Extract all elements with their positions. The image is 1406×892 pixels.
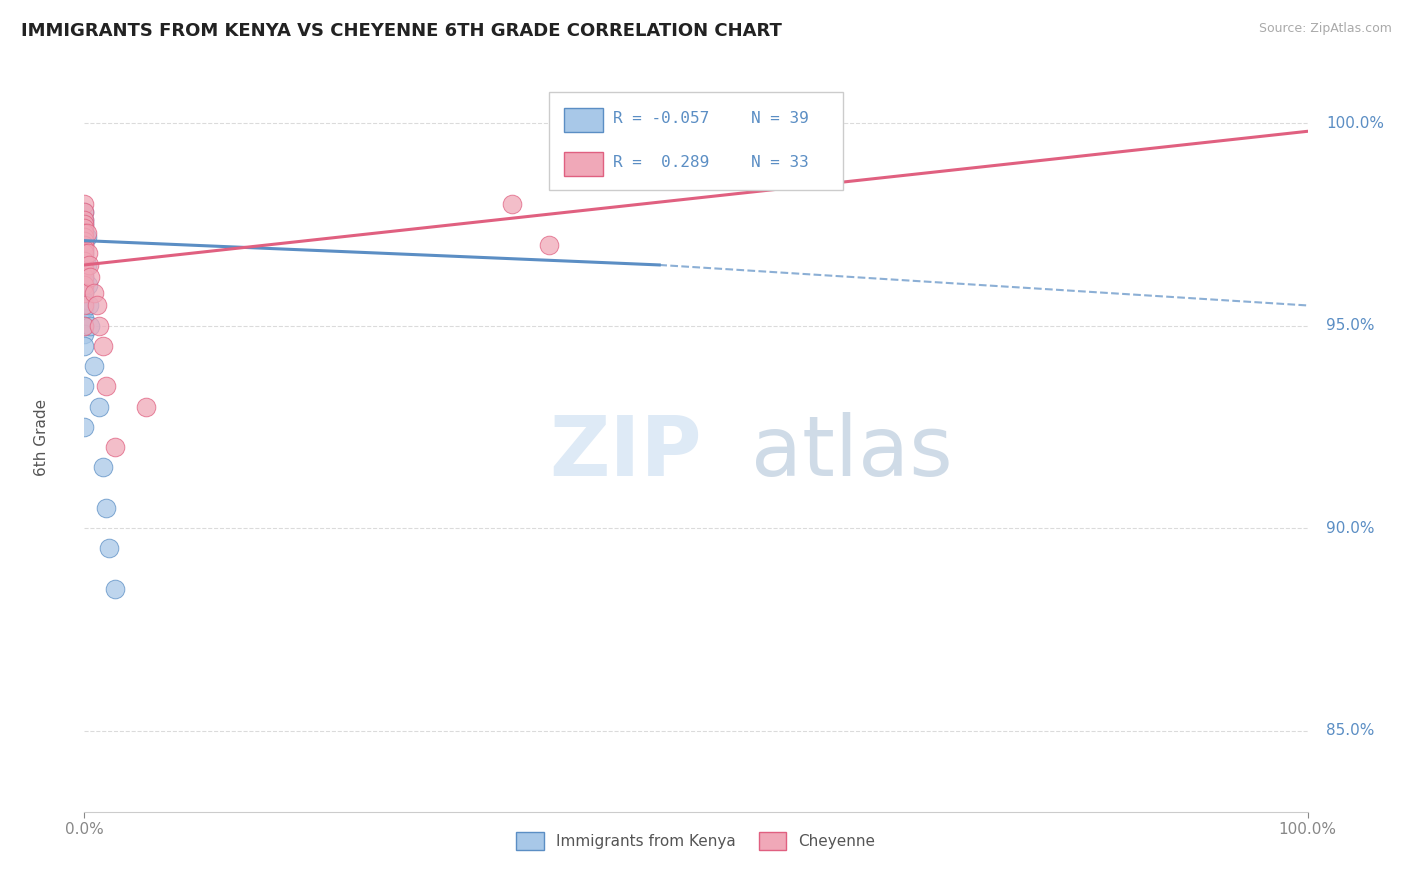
Point [538,237,561,252]
Point [73,318,96,333]
Point [83,359,105,374]
Point [73,197,96,211]
Text: N = 39: N = 39 [751,112,808,126]
Point [96,379,118,393]
Text: 6th Grade: 6th Grade [34,399,49,475]
Text: 90.0%: 90.0% [1326,521,1375,536]
Point [73,242,96,256]
Point [73,420,96,434]
Point [73,245,96,260]
Text: 85.0%: 85.0% [1326,723,1374,739]
Point [73,229,96,244]
Point [73,253,96,268]
Text: R =  0.289: R = 0.289 [613,154,709,169]
Point [104,440,127,454]
Point [73,205,96,219]
Text: N = 33: N = 33 [751,154,808,169]
Point [73,302,96,317]
Point [86,298,108,312]
Point [73,218,96,232]
FancyBboxPatch shape [564,152,603,176]
Point [73,221,96,235]
Point [73,205,96,219]
Text: 95.0%: 95.0% [1326,318,1375,334]
Point [73,286,96,301]
Point [502,197,524,211]
Point [73,245,96,260]
Point [79,318,101,333]
Point [77,258,100,272]
Point [73,218,96,232]
Point [73,213,96,227]
Point [73,286,96,301]
Text: Source: ZipAtlas.com: Source: ZipAtlas.com [1258,22,1392,36]
Text: R = -0.057: R = -0.057 [613,112,709,126]
Legend: Immigrants from Kenya, Cheyenne: Immigrants from Kenya, Cheyenne [510,826,882,856]
Point [73,229,96,244]
Point [73,278,96,293]
Point [91,460,114,475]
Point [73,278,96,293]
Point [87,400,110,414]
Point [73,274,96,288]
Point [73,226,96,240]
Point [77,245,100,260]
Point [73,294,96,309]
Point [79,270,101,285]
Text: IMMIGRANTS FROM KENYA VS CHEYENNE 6TH GRADE CORRELATION CHART: IMMIGRANTS FROM KENYA VS CHEYENNE 6TH GR… [21,22,782,40]
Point [73,253,96,268]
FancyBboxPatch shape [564,108,603,132]
Point [77,298,100,312]
Point [73,270,96,285]
Point [83,286,105,301]
Point [73,262,96,277]
Point [73,262,96,277]
Point [73,234,96,248]
Text: atlas: atlas [751,411,953,492]
Point [76,229,98,244]
Point [77,278,100,293]
FancyBboxPatch shape [550,93,842,190]
Point [73,339,96,353]
Point [73,298,96,312]
Point [73,379,96,393]
Point [73,226,96,240]
Point [73,213,96,227]
Point [76,258,98,272]
Point [73,237,96,252]
Point [73,258,96,272]
Point [76,226,98,240]
Point [73,237,96,252]
Text: ZIP: ZIP [550,411,702,492]
Point [135,400,157,414]
Point [73,266,96,280]
Point [73,326,96,341]
Point [783,157,806,171]
Point [73,234,96,248]
Point [87,318,110,333]
Text: 100.0%: 100.0% [1326,116,1384,131]
Point [73,310,96,325]
Point [73,318,96,333]
Point [73,242,96,256]
Point [96,500,118,515]
Point [73,221,96,235]
Point [91,339,114,353]
Point [73,270,96,285]
Point [758,136,780,151]
Point [73,250,96,264]
Point [97,541,120,556]
Point [104,582,127,596]
Point [73,282,96,296]
